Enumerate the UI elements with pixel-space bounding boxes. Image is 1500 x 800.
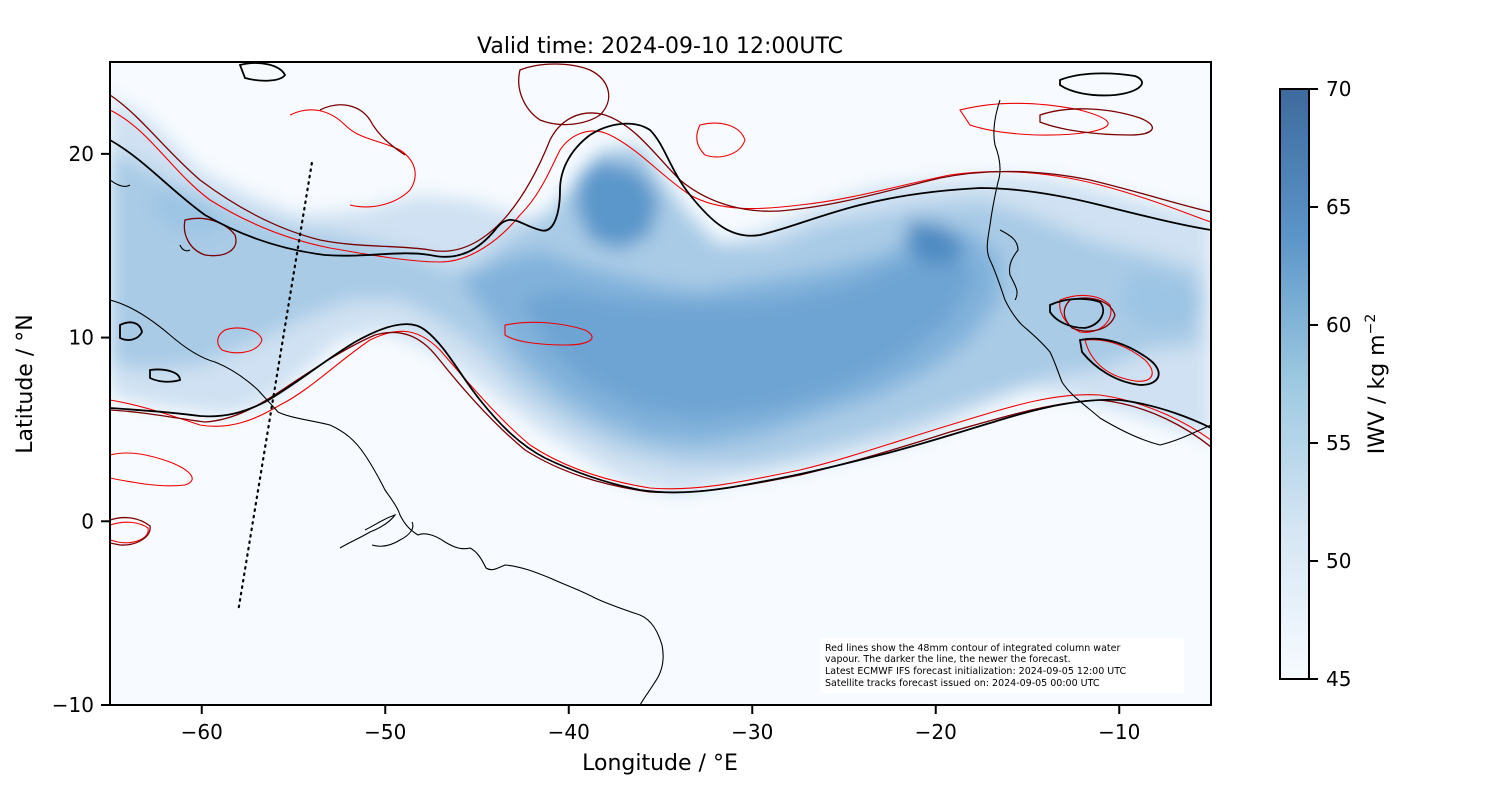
x-axis-label: Longitude / °E (582, 751, 738, 776)
colorbar: 70 65 60 55 50 45 IWV / kg m−2 (1279, 77, 1390, 691)
annotation-box: Red lines show the 48mm contour of integ… (820, 638, 1184, 693)
plot-frame (109, 61, 1212, 706)
contours-mid (110, 63, 1211, 546)
y-tick-label: 10 (69, 326, 94, 350)
x-tick-label: −30 (731, 720, 773, 744)
colorbar-label-superscript: −2 (1363, 314, 1379, 335)
colorbar-ticks: 70 65 60 55 50 45 (1309, 77, 1351, 691)
annotation-line-1: Red lines show the 48mm contour of integ… (825, 643, 1120, 654)
colorbar-gradient (1279, 88, 1310, 680)
annotation-line-3: Latest ECMWF IFS forecast initialization… (825, 666, 1126, 677)
contours-newest (110, 62, 1211, 494)
map-title: Valid time: 2024-09-10 12:00UTC (477, 34, 843, 59)
map-plot-area: Red lines show the 48mm contour of integ… (110, 62, 1211, 705)
x-tick-label: −60 (181, 720, 223, 744)
y-axis-ticks: 20 10 0 −10 (52, 142, 110, 717)
x-tick-label: −20 (915, 720, 957, 744)
colorbar-tick-label: 50 (1326, 549, 1351, 573)
x-tick-label: −40 (548, 720, 590, 744)
x-tick-label: −10 (1098, 720, 1140, 744)
colorbar-tick-label: 45 (1326, 667, 1351, 691)
satellite-track (237, 161, 313, 611)
colorbar-tick-label: 65 (1326, 195, 1351, 219)
coastlines (110, 99, 1211, 705)
y-axis-label: Latitude / °N (13, 314, 38, 453)
colorbar-tick-label: 70 (1326, 77, 1351, 101)
x-axis-ticks: −60 −50 −40 −30 −20 −10 (181, 705, 1140, 744)
colorbar-label-text: IWV / kg m (1365, 334, 1390, 454)
y-tick-label: −10 (52, 693, 94, 717)
y-tick-label: 0 (81, 509, 94, 533)
x-tick-label: −50 (364, 720, 406, 744)
colorbar-tick-label: 60 (1326, 313, 1351, 337)
iwv-field (110, 95, 1211, 495)
annotation-line-2: vapour. The darker the line, the newer t… (825, 654, 1071, 665)
colorbar-label: IWV / kg m−2 (1363, 314, 1390, 454)
colorbar-tick-label: 55 (1326, 431, 1351, 455)
y-tick-label: 20 (69, 142, 94, 166)
annotation-line-4: Satellite tracks forecast issued on: 202… (825, 678, 1100, 689)
